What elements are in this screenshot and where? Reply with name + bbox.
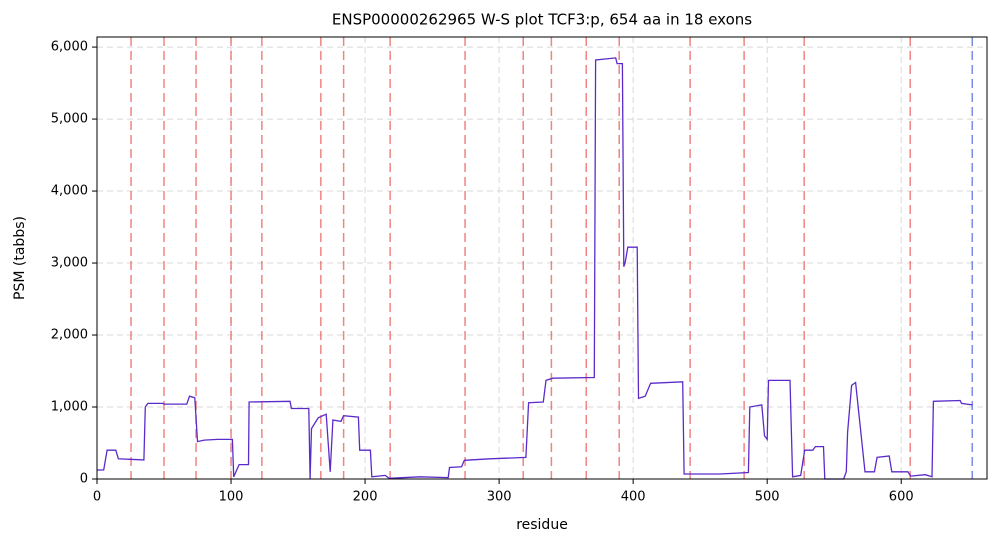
y-tick-label: 0: [80, 472, 88, 487]
chart-title: ENSP00000262965 W-S plot TCF3:p, 654 aa …: [332, 11, 752, 29]
x-tick-label: 300: [487, 490, 512, 505]
x-tick-label: 0: [93, 490, 101, 505]
data-line: [97, 57, 973, 480]
x-tick-label: 400: [621, 490, 646, 505]
y-tick-label: 5,000: [51, 112, 88, 127]
x-tick-label: 100: [219, 490, 244, 505]
x-axis-label: residue: [516, 517, 568, 533]
x-tick-label: 600: [889, 490, 914, 505]
y-tick-label: 3,000: [51, 256, 88, 271]
x-tick-label: 500: [755, 490, 780, 505]
y-tick-label: 2,000: [51, 328, 88, 343]
plot-frame: [96, 36, 988, 480]
y-tick-label: 6,000: [51, 40, 88, 55]
y-tick-label: 4,000: [51, 184, 88, 199]
y-tick-label: 1,000: [51, 400, 88, 415]
x-tick-label: 200: [353, 490, 378, 505]
y-axis-label: PSM (tabbs): [12, 216, 28, 300]
